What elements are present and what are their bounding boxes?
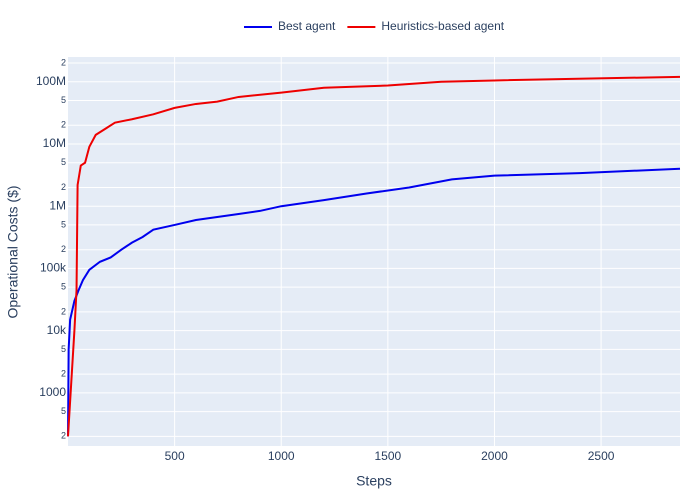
y-tick-label: 5 bbox=[61, 219, 66, 229]
x-axis-title: Steps bbox=[356, 473, 392, 489]
legend-label: Best agent bbox=[278, 19, 336, 33]
y-tick-label: 2 bbox=[61, 306, 66, 316]
legend-label: Heuristics-based agent bbox=[381, 19, 504, 33]
y-tick-label: 5 bbox=[61, 406, 66, 416]
y-tick-label: 5 bbox=[61, 344, 66, 354]
y-tick-label: 10M bbox=[43, 136, 66, 150]
y-tick-label: 2 bbox=[61, 369, 66, 379]
y-tick-label: 5 bbox=[61, 157, 66, 167]
y-tick-label: 2 bbox=[61, 120, 66, 130]
y-tick-label: 5 bbox=[61, 95, 66, 105]
y-tick-label: 1M bbox=[49, 198, 66, 212]
y-tick-label: 2 bbox=[61, 431, 66, 441]
plot-area bbox=[68, 57, 680, 446]
y-tick-label: 10k bbox=[47, 323, 67, 337]
y-tick-label: 2 bbox=[61, 244, 66, 254]
y-tick-label: 1000 bbox=[39, 385, 66, 399]
y-tick-label: 2 bbox=[61, 57, 66, 67]
x-tick-label: 1500 bbox=[375, 449, 402, 463]
y-tick-label: 5 bbox=[61, 282, 66, 292]
x-tick-label: 500 bbox=[165, 449, 185, 463]
series-line bbox=[67, 167, 681, 437]
y-axis-title: Operational Costs ($) bbox=[5, 185, 21, 318]
lines bbox=[67, 75, 681, 437]
y-tick-label: 100k bbox=[40, 261, 67, 275]
y-tick-label: 100M bbox=[36, 74, 66, 88]
grid bbox=[68, 57, 680, 446]
series-line bbox=[67, 75, 681, 437]
x-tick-label: 2500 bbox=[588, 449, 615, 463]
x-tick-label: 2000 bbox=[481, 449, 508, 463]
x-tick-label: 1000 bbox=[268, 449, 295, 463]
y-tick-label: 2 bbox=[61, 182, 66, 192]
